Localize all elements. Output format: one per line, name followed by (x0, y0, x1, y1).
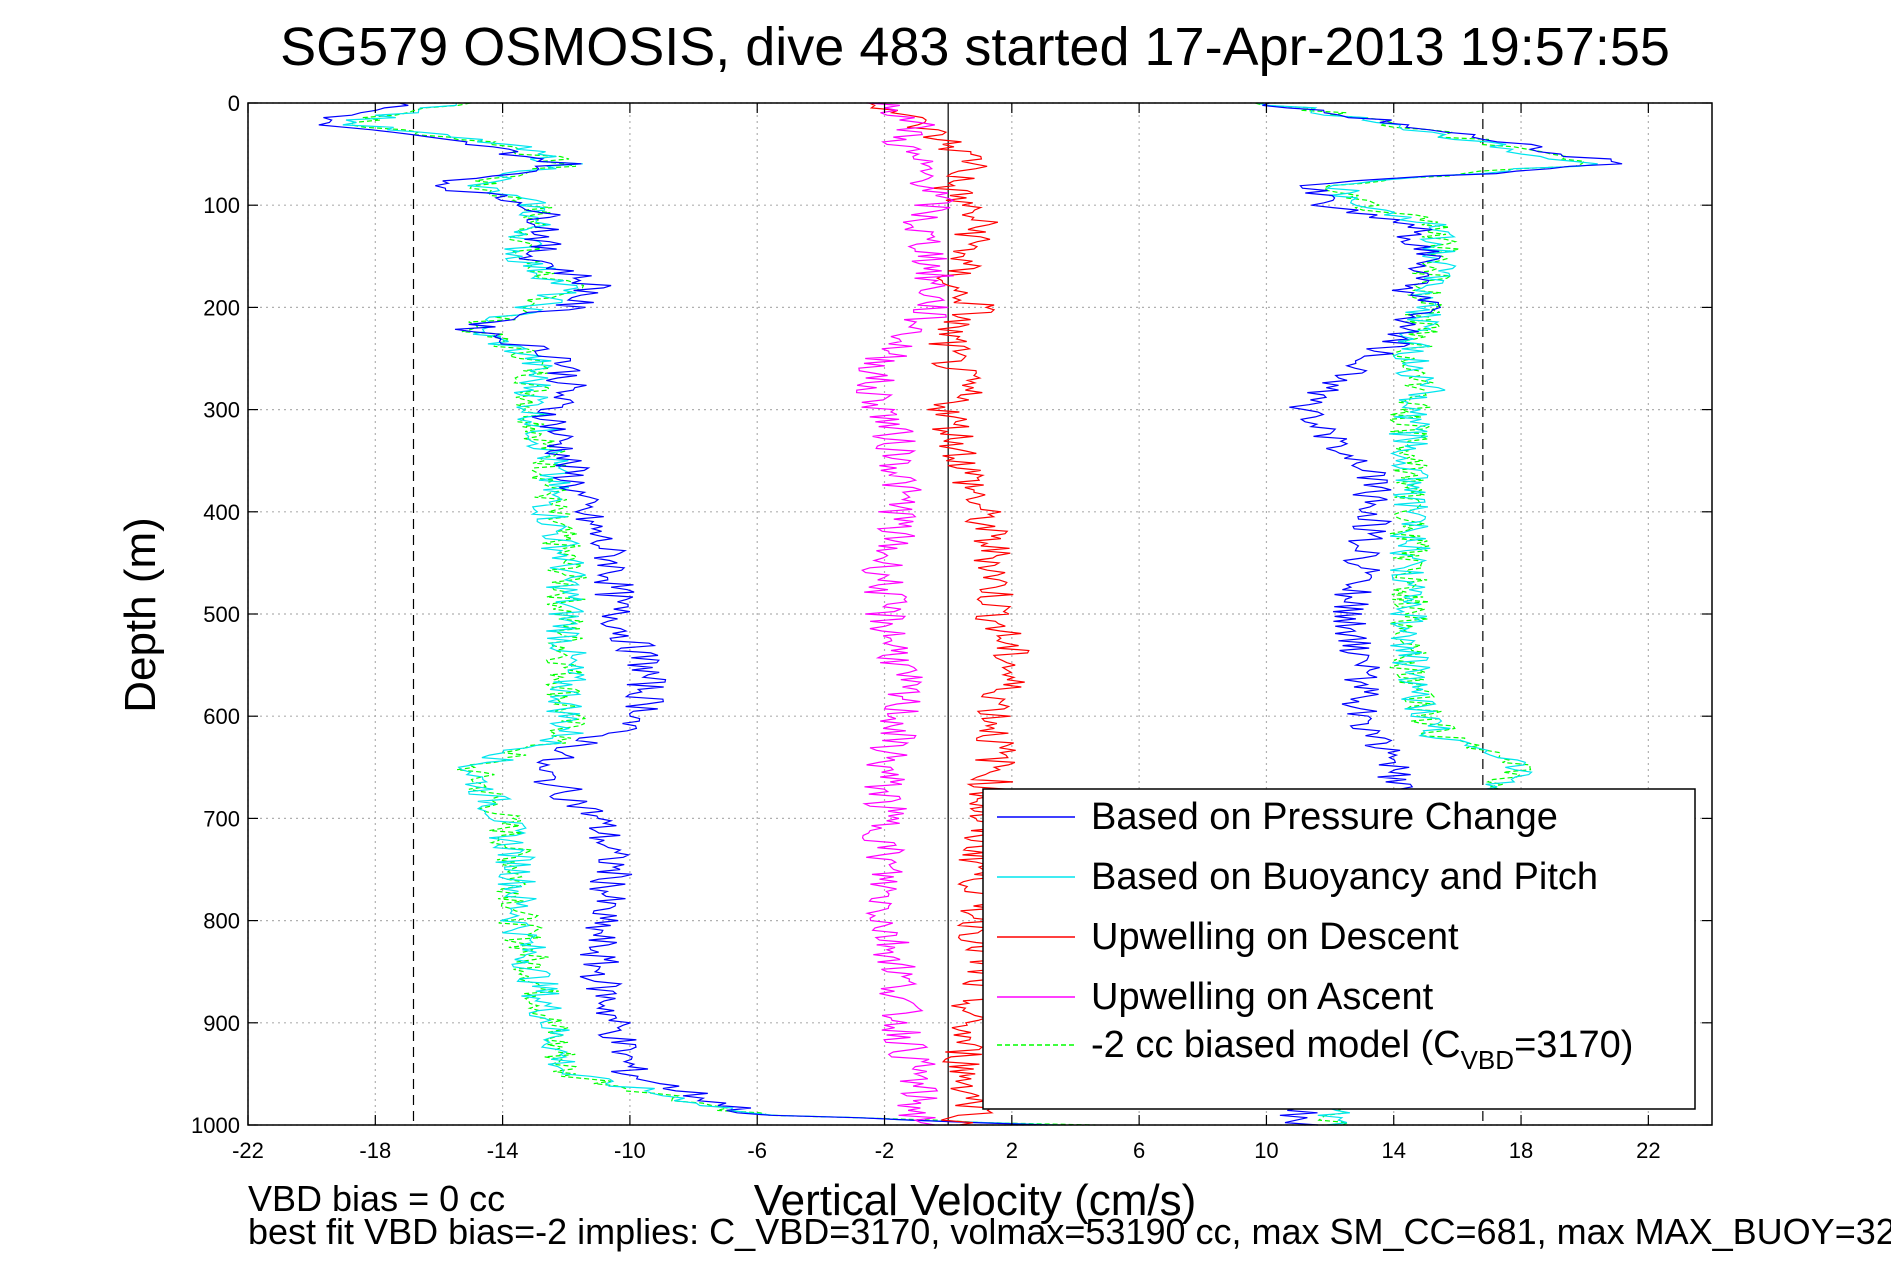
legend-label: Upwelling on Descent (1091, 916, 1459, 958)
y-tick-label: 1000 (191, 1113, 240, 1138)
series-line (342, 102, 1060, 1126)
legend-label: -2 cc biased model (CVBD=3170) (1091, 1024, 1633, 1075)
y-tick-label: 600 (203, 704, 240, 729)
x-tick-label: -10 (614, 1138, 646, 1163)
x-tick-label: -2 (875, 1138, 895, 1163)
y-tick-label: 200 (203, 295, 240, 320)
chart-title: SG579 OSMOSIS, dive 483 started 17-Apr-2… (280, 17, 1670, 77)
series-line (855, 102, 955, 1126)
x-tick-label: 6 (1133, 1138, 1145, 1163)
footnote-best-fit: best fit VBD bias=-2 implies: C_VBD=3170… (248, 1211, 1891, 1252)
axes: -22 -18 -14 -10 -6 -2 2 6 10 14 18 2201002003004005… (191, 91, 1713, 1163)
y-tick-label: 400 (203, 500, 240, 525)
y-tick-label: 300 (203, 398, 240, 423)
y-tick-label: 0 (228, 91, 240, 116)
x-tick-label: 2 (1006, 1138, 1018, 1163)
y-tick-label: 700 (203, 806, 240, 831)
x-tick-label: 22 (1636, 1138, 1660, 1163)
series-line (318, 102, 1048, 1126)
legend-label: Upwelling on Ascent (1091, 976, 1434, 1018)
x-tick-label: -18 (359, 1138, 391, 1163)
y-tick-label: 500 (203, 602, 240, 627)
x-tick-label: 10 (1254, 1138, 1278, 1163)
y-tick-label: 800 (203, 909, 240, 934)
x-tick-label: 14 (1381, 1138, 1405, 1163)
y-tick-label: 900 (203, 1011, 240, 1036)
x-tick-label: -14 (487, 1138, 519, 1163)
legend-label: Based on Pressure Change (1091, 796, 1558, 838)
y-axis-label: Depth (m) (116, 517, 165, 713)
x-axis-label: Vertical Velocity (cm/s) (754, 1176, 1197, 1225)
legend: Based on Pressure Change Based on Buoyanc… (982, 788, 1696, 1110)
y-tick-label: 100 (203, 193, 240, 218)
legend-label: Based on Buoyancy and Pitch (1091, 856, 1598, 898)
footnote-vbd-bias: VBD bias = 0 cc (248, 1178, 505, 1219)
x-tick-label: -22 (232, 1138, 264, 1163)
x-tick-label: 18 (1509, 1138, 1533, 1163)
legend-box (982, 788, 1696, 1110)
x-tick-label: -6 (747, 1138, 767, 1163)
